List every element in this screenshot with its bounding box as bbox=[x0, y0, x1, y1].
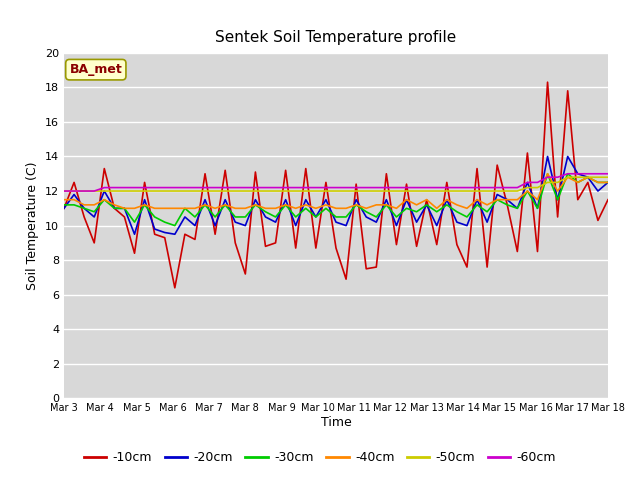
Title: Sentek Soil Temperature profile: Sentek Soil Temperature profile bbox=[216, 30, 456, 45]
Legend: -10cm, -20cm, -30cm, -40cm, -50cm, -60cm: -10cm, -20cm, -30cm, -40cm, -50cm, -60cm bbox=[79, 446, 561, 469]
X-axis label: Time: Time bbox=[321, 416, 351, 429]
Y-axis label: Soil Temperature (C): Soil Temperature (C) bbox=[26, 161, 40, 290]
Text: BA_met: BA_met bbox=[69, 63, 122, 76]
